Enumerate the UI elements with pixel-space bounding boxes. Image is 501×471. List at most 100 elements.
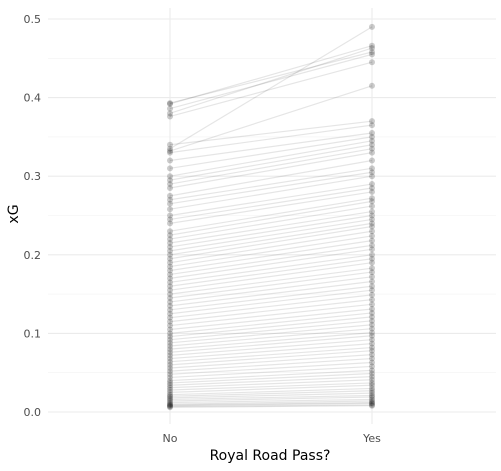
- point-no: [167, 326, 173, 333]
- point-no: [167, 382, 173, 389]
- point-no: [167, 267, 173, 274]
- point-yes: [369, 351, 375, 358]
- pair-line: [169, 294, 373, 319]
- point-no: [167, 145, 173, 152]
- x-tick-label: No: [163, 432, 178, 445]
- point-yes: [369, 355, 375, 362]
- pair-line: [169, 357, 373, 372]
- pair-line: [169, 392, 373, 399]
- point-yes: [369, 287, 375, 294]
- point-no: [167, 361, 173, 368]
- point-yes: [369, 141, 375, 148]
- point-no: [167, 177, 173, 184]
- point-no: [167, 322, 173, 329]
- pair-line: [169, 398, 373, 404]
- point-no: [167, 271, 173, 278]
- pair-line: [169, 222, 373, 256]
- point-no: [167, 404, 173, 411]
- point-no: [167, 247, 173, 254]
- pair-line: [169, 254, 373, 283]
- point-yes: [369, 49, 375, 56]
- point-yes: [369, 321, 375, 328]
- y-tick-label: 0.4: [24, 92, 42, 105]
- point-yes: [369, 129, 375, 136]
- pair-line: [169, 230, 373, 264]
- pair-line: [169, 335, 373, 353]
- point-no: [167, 196, 173, 203]
- point-no: [167, 228, 173, 235]
- point-no: [167, 336, 173, 343]
- pair-line: [169, 299, 373, 323]
- point-yes: [369, 385, 375, 392]
- pair-line: [169, 308, 373, 331]
- pair-line: [169, 276, 373, 303]
- pair-line: [169, 183, 373, 217]
- pair-line: [169, 200, 373, 236]
- pair-line: [169, 210, 373, 244]
- point-no: [167, 263, 173, 270]
- point-no: [167, 386, 173, 393]
- point-yes: [369, 59, 375, 66]
- point-yes: [369, 332, 375, 339]
- point-yes: [369, 259, 375, 266]
- point-no: [167, 173, 173, 180]
- point-no: [167, 358, 173, 365]
- pair-line: [169, 350, 373, 366]
- point-no: [167, 346, 173, 353]
- point-no: [167, 216, 173, 223]
- pair-line: [169, 175, 373, 210]
- pair-line: [169, 218, 373, 252]
- pair-line: [169, 244, 373, 276]
- point-no: [167, 393, 173, 400]
- pair-line: [169, 132, 373, 162]
- pair-line: [169, 394, 373, 401]
- point-yes: [369, 208, 375, 215]
- point-no: [167, 302, 173, 309]
- pair-line: [169, 346, 373, 363]
- pair-line: [169, 225, 373, 260]
- point-no: [167, 389, 173, 396]
- pair-line: [169, 258, 373, 287]
- pair-line: [169, 400, 373, 405]
- pair-line: [169, 320, 373, 341]
- point-no: [167, 391, 173, 398]
- point-yes: [369, 232, 375, 239]
- pair-line: [169, 280, 373, 307]
- point-no: [167, 100, 173, 107]
- pair-line: [169, 382, 373, 391]
- point-no: [167, 306, 173, 313]
- pair-line: [169, 171, 373, 205]
- point-no: [167, 206, 173, 213]
- point-no: [167, 355, 173, 362]
- point-no: [167, 240, 173, 247]
- pair-line: [169, 404, 373, 408]
- pair-line: [169, 332, 373, 350]
- pair-line: [169, 267, 373, 295]
- y-tick-label: 0.1: [24, 327, 42, 340]
- pair-line: [169, 372, 373, 384]
- point-no: [167, 394, 173, 401]
- point-no: [167, 165, 173, 172]
- point-yes: [369, 396, 375, 403]
- point-no: [167, 236, 173, 243]
- point-no: [167, 371, 173, 378]
- point-yes: [369, 344, 375, 351]
- point-yes: [369, 363, 375, 370]
- point-no: [167, 184, 173, 191]
- pair-line: [169, 124, 373, 154]
- point-no: [167, 339, 173, 346]
- point-no: [167, 310, 173, 317]
- pair-line: [169, 167, 373, 201]
- point-yes: [369, 157, 375, 164]
- point-no: [167, 279, 173, 286]
- pair-line: [169, 303, 373, 327]
- pair-line: [169, 85, 373, 152]
- pair-line: [169, 285, 373, 311]
- point-yes: [369, 336, 375, 343]
- point-no: [167, 379, 173, 386]
- point-yes: [369, 23, 375, 30]
- point-yes: [369, 203, 375, 210]
- pair-line: [169, 354, 373, 369]
- pair-line: [169, 26, 373, 150]
- pair-line: [169, 240, 373, 272]
